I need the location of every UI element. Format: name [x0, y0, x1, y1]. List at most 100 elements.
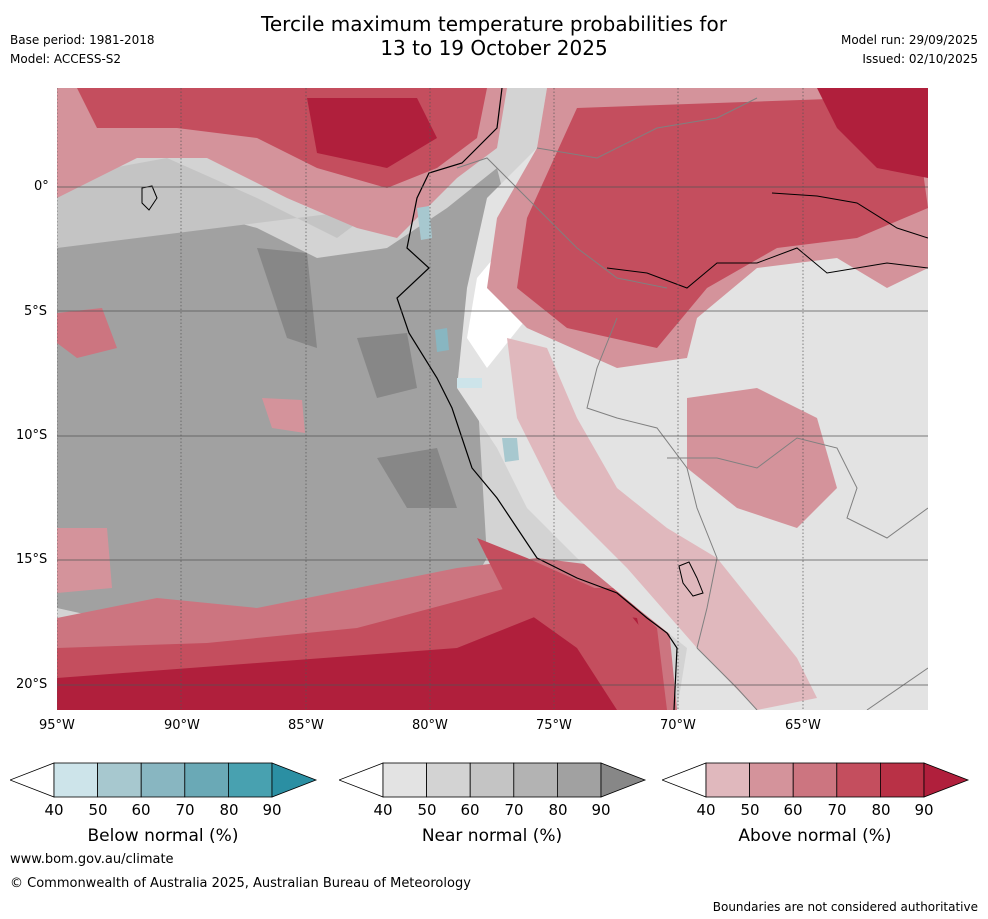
country-border	[586, 317, 718, 649]
below-normal-patch	[417, 206, 432, 240]
title-line-2: 13 to 19 October 2025	[380, 36, 608, 60]
above-normal-land-north-70	[517, 98, 928, 348]
model-name: Model: ACCESS-S2	[10, 52, 122, 66]
lat-label-5s: 5°S	[24, 304, 48, 319]
tick: 90	[591, 801, 611, 819]
near-normal-90-patch	[377, 448, 457, 508]
near-normal-90-patch	[257, 248, 317, 348]
model-run: Model run: 29/09/2025	[840, 33, 978, 47]
colorbar-near-label: Near normal (%)	[421, 826, 563, 846]
near-normal-60-band	[57, 158, 377, 248]
colorbar-segment	[184, 762, 229, 798]
coastline	[396, 88, 678, 710]
disclaimer: Boundaries are not considered authoritat…	[712, 900, 978, 914]
colorbar-above-label: Above normal (%)	[738, 826, 892, 846]
above-normal-andes-band	[507, 338, 817, 710]
copyright: © Commonwealth of Australia 2025, Austra…	[10, 876, 471, 891]
colorbar-near	[339, 762, 647, 798]
tick: 70	[175, 801, 195, 819]
lake-titicaca	[678, 561, 704, 597]
above-normal-land-north-90	[817, 88, 928, 178]
colorbar-extend-high	[923, 762, 970, 798]
lon-label-80w: 80°W	[412, 718, 448, 733]
colorbar-segment	[556, 762, 602, 798]
tick: 80	[219, 801, 239, 819]
colorbar-segment	[227, 762, 273, 798]
colorbar-segment	[836, 762, 881, 798]
tick: 80	[548, 801, 568, 819]
colorbar-segment	[426, 762, 471, 798]
lon-label-90w: 90°W	[164, 718, 200, 733]
tick: 50	[417, 801, 437, 819]
above-normal-patch	[262, 398, 305, 433]
near-normal-70-80-region	[57, 168, 517, 628]
probability-map	[57, 88, 928, 710]
colorbar-segment	[749, 762, 794, 798]
below-normal-patch	[502, 438, 519, 462]
country-border	[456, 157, 668, 289]
colorbar-extend-high	[271, 762, 318, 798]
colorbar-below-label: Below normal (%)	[87, 826, 239, 846]
tick: 90	[914, 801, 934, 819]
above-normal-north-ocean-90	[307, 98, 437, 168]
colorbar-segment	[879, 762, 925, 798]
above-normal-south-ocean-90	[57, 608, 657, 710]
colorbar-extend-low	[339, 762, 384, 798]
country-border	[696, 647, 758, 710]
river	[771, 192, 928, 239]
tick: 40	[373, 801, 393, 819]
lon-label-75w: 75°W	[536, 718, 572, 733]
colorbar-below	[10, 762, 318, 798]
colorbar-segment	[792, 762, 838, 798]
bom-url: www.bom.gov.au/climate	[10, 852, 174, 867]
colorbar-extend-low	[662, 762, 707, 798]
meridian-grid	[57, 88, 804, 710]
tick: 60	[131, 801, 151, 819]
country-border	[536, 97, 758, 159]
tick: 60	[783, 801, 803, 819]
colorbar-segment	[705, 762, 750, 798]
above-normal-patch	[57, 528, 112, 593]
title-line-1: Tercile maximum temperature probabilitie…	[261, 12, 727, 36]
above-normal-south-coast	[477, 538, 657, 710]
tick: 90	[262, 801, 282, 819]
lon-label-70w: 70°W	[660, 718, 696, 733]
tick: 70	[504, 801, 524, 819]
tick: 80	[871, 801, 891, 819]
country-border	[667, 437, 928, 539]
below-normal-patch	[457, 378, 482, 388]
tick: 70	[827, 801, 847, 819]
lat-label-15s: 15°S	[16, 552, 48, 567]
colorbar-above	[662, 762, 970, 798]
tick: 40	[44, 801, 64, 819]
lon-label-65w: 65°W	[785, 718, 821, 733]
lat-label-20s: 20°S	[16, 677, 48, 692]
tick: 50	[740, 801, 760, 819]
country-border	[866, 667, 928, 710]
colorbar-extend-high	[600, 762, 647, 798]
colorbar-segment	[382, 762, 427, 798]
above-normal-patch	[57, 308, 117, 358]
tick: 40	[696, 801, 716, 819]
colorbar-segment	[53, 762, 98, 798]
base-period: Base period: 1981-2018	[10, 33, 155, 47]
colorbar-segment	[140, 762, 186, 798]
tick: 50	[88, 801, 108, 819]
near-normal-90-patch	[357, 333, 417, 398]
galapagos-islands	[141, 185, 158, 211]
lat-label-10s: 10°S	[16, 428, 48, 443]
colorbar-segment	[469, 762, 515, 798]
colorbar-extend-low	[10, 762, 55, 798]
colorbar-segment	[97, 762, 142, 798]
issued-date: Issued: 02/10/2025	[862, 52, 978, 66]
above-normal-inland-patch	[687, 388, 837, 528]
colorbar-segment	[513, 762, 558, 798]
tick: 60	[460, 801, 480, 819]
map-title: Tercile maximum temperature probabilitie…	[0, 12, 988, 60]
amazon-river	[606, 247, 928, 289]
parallel-grid	[57, 186, 928, 686]
lat-label-0: 0°	[34, 179, 49, 194]
below-normal-patch	[435, 328, 449, 352]
lon-label-85w: 85°W	[288, 718, 324, 733]
lon-label-95w: 95°W	[39, 718, 75, 733]
